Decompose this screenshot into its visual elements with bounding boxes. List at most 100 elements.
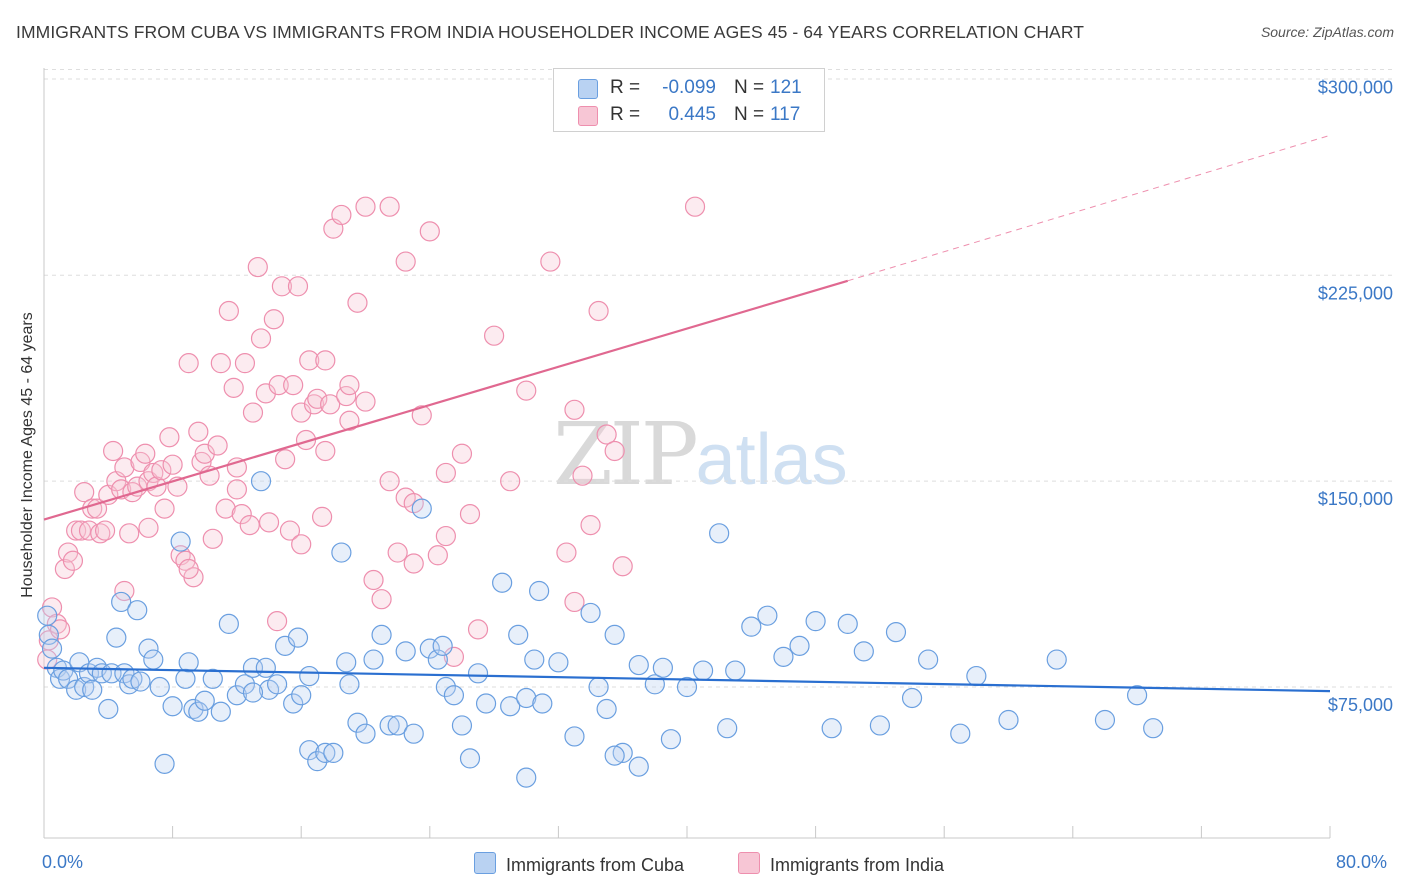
india-point <box>395 251 416 272</box>
cuba-point <box>1094 709 1116 731</box>
cuba-swatch <box>578 79 598 99</box>
india-point <box>580 514 601 536</box>
india-trend-line <box>43 279 849 521</box>
cuba-trend-line <box>43 666 1331 693</box>
r-label: R = <box>610 77 641 98</box>
india-points <box>37 196 706 670</box>
india-point <box>138 517 159 538</box>
cuba-point <box>532 693 553 714</box>
india-point <box>435 462 456 484</box>
india-point <box>387 542 408 563</box>
india-point <box>564 591 585 613</box>
cuba-point <box>37 605 58 626</box>
cuba-point <box>709 523 730 544</box>
cuba-point <box>323 742 344 764</box>
cuba-point <box>41 638 63 659</box>
india-point <box>596 424 617 445</box>
india-point <box>540 251 561 272</box>
n-label: N = <box>734 104 765 125</box>
cuba-point <box>604 745 625 766</box>
cuba-point <box>336 652 357 673</box>
y-tick-label: $300,000 <box>1318 77 1393 97</box>
india-point <box>207 435 228 456</box>
india-point <box>231 504 252 525</box>
india-point <box>86 498 108 519</box>
india-point <box>178 353 199 374</box>
cuba-point <box>188 701 209 722</box>
cuba-point <box>918 649 939 670</box>
cuba-point <box>387 715 408 736</box>
india-point <box>467 619 489 640</box>
y-tick-label: $225,000 <box>1318 283 1393 303</box>
india-point <box>178 558 199 580</box>
cuba-point <box>950 723 971 744</box>
cuba-point <box>1143 718 1164 739</box>
cuba-point <box>299 665 320 687</box>
x-tick-min: 0.0% <box>42 852 84 872</box>
legend-item-cuba: Immigrants from Cuba <box>474 852 684 876</box>
cuba-point <box>660 729 682 750</box>
india-point <box>135 443 156 464</box>
cuba-point <box>82 679 103 700</box>
cuba-point <box>403 723 424 744</box>
cuba-point <box>588 676 609 698</box>
cuba-point <box>652 657 673 678</box>
india-point <box>484 325 505 346</box>
cuba-point <box>773 646 794 667</box>
india-point <box>114 580 135 602</box>
india-point <box>355 196 376 217</box>
r-label: R = <box>610 104 641 125</box>
cuba-point <box>291 685 312 706</box>
cuba-point <box>805 611 826 632</box>
cuba-point <box>218 613 239 635</box>
stats-row-cuba: R = -0.099 N = 121 <box>554 75 824 101</box>
india-point <box>202 528 223 549</box>
cuba-point <box>49 668 71 689</box>
cuba-point <box>853 641 874 662</box>
india-point <box>315 350 336 371</box>
cuba-point <box>692 660 714 681</box>
gridlines <box>44 68 1394 688</box>
cuba-point <box>580 602 601 624</box>
cuba-point <box>435 676 456 698</box>
india-point <box>347 292 368 313</box>
india-point <box>255 383 276 404</box>
india-point <box>275 449 296 470</box>
cuba-point <box>508 624 529 645</box>
india-point <box>119 523 140 544</box>
cuba-point <box>162 696 183 717</box>
india-point <box>291 534 312 555</box>
india-point <box>226 479 247 500</box>
india-point <box>435 525 456 547</box>
cuba-point <box>885 622 907 643</box>
india-point <box>379 471 400 492</box>
india-point <box>263 309 284 330</box>
india-point <box>299 350 320 371</box>
n-value-india: 117 <box>770 104 801 125</box>
india-point <box>215 498 236 519</box>
r-value-india: 0.445 <box>668 104 716 125</box>
axes <box>43 68 1331 839</box>
india-point <box>162 454 183 475</box>
cuba-point <box>355 723 376 744</box>
india-point <box>311 506 333 527</box>
watermark: ZIPatlas <box>553 405 848 505</box>
cuba-point <box>741 616 762 637</box>
india-point <box>419 221 440 242</box>
cuba-point <box>175 668 196 689</box>
india-point <box>307 388 328 409</box>
x-tick-max: 80.0% <box>1336 852 1388 872</box>
y-tick-label: $150,000 <box>1318 489 1393 509</box>
cuba-point <box>821 718 842 739</box>
cuba-point <box>628 654 649 676</box>
cuba-point <box>307 751 328 772</box>
cuba-point <box>757 605 778 626</box>
cuba-point <box>379 715 400 736</box>
cuba-point <box>98 698 119 720</box>
cuba-point <box>516 767 537 788</box>
india-swatch <box>578 106 598 126</box>
cuba-point <box>143 649 164 670</box>
india-point <box>114 457 135 478</box>
india-point <box>612 556 633 577</box>
cuba-point <box>1126 685 1148 706</box>
